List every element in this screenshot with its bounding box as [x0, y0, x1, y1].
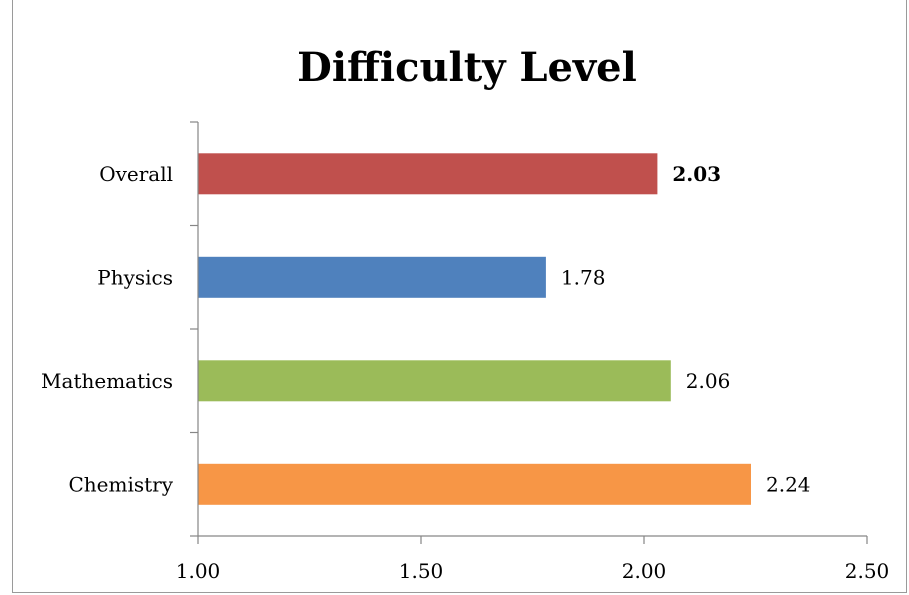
- axes-group: 1.00 1.50 2.00 2.50: [176, 121, 890, 583]
- x-tick-label: 1.00: [176, 559, 221, 583]
- bar-chemistry: [198, 463, 751, 505]
- category-label-overall: Overall: [99, 162, 173, 186]
- bar-overall: [198, 153, 658, 195]
- value-label-mathematics: 2.06: [686, 369, 731, 393]
- value-label-chemistry: 2.24: [766, 472, 811, 496]
- category-label-physics: Physics: [97, 265, 173, 289]
- x-tick-label: 2.00: [622, 559, 667, 583]
- x-tick-label: 1.50: [399, 559, 444, 583]
- bars-group: Overall 2.03 Physics 1.78 Mathematics 2.06 Che…: [41, 153, 811, 505]
- value-label-overall: 2.03: [672, 162, 721, 186]
- value-label-physics: 1.78: [561, 265, 606, 289]
- bar-mathematics: [198, 360, 671, 402]
- category-label-chemistry: Chemistry: [68, 472, 173, 496]
- category-label-mathematics: Mathematics: [41, 369, 173, 393]
- bar-physics: [198, 256, 546, 298]
- x-tick-label: 2.50: [845, 559, 890, 583]
- chart-title: Difficulty Level: [297, 44, 637, 91]
